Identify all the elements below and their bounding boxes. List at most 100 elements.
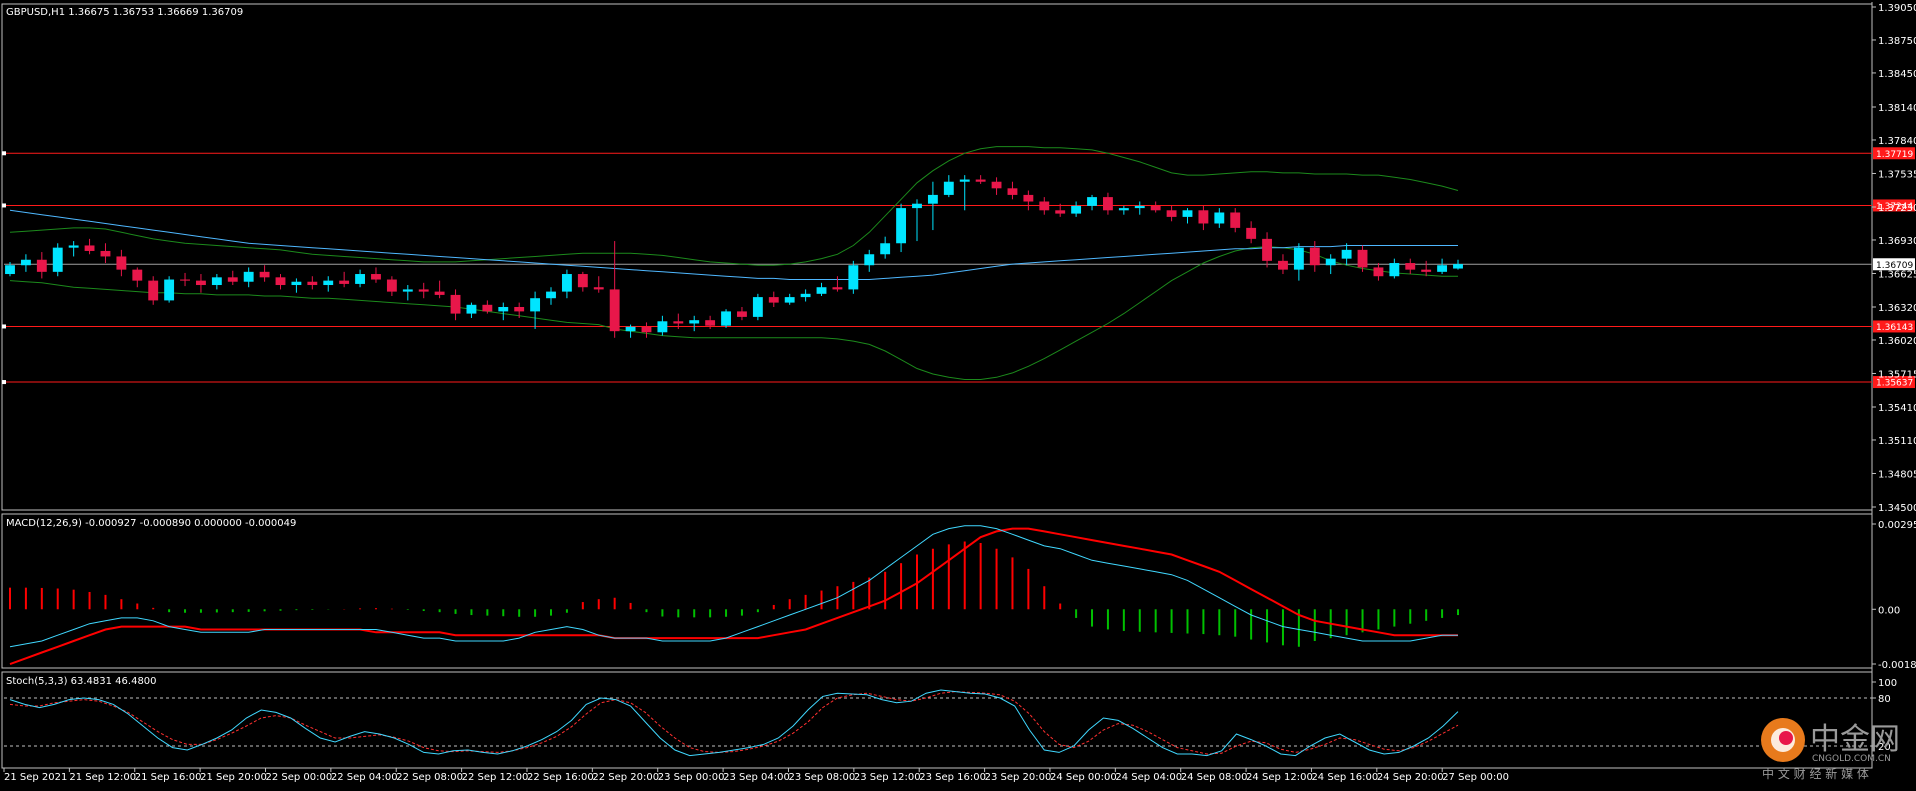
candle-body [116,256,127,270]
macd-lines [9,525,1458,666]
stochastic-axis: 100 80 20 [1872,678,1897,753]
candle-body [673,321,684,324]
bollinger-lower-line [9,246,1458,380]
candle-body [689,320,700,324]
time-tick-label: 23 Sep 08:00 [788,772,855,783]
candle-body [705,320,716,326]
candle-body [561,274,572,292]
level-anchor [2,380,6,385]
time-tick-label: 22 Sep 00:00 [265,772,332,783]
price-tick-label: 1.37535 [1878,169,1916,180]
level-tag-box [1873,320,1915,333]
candle-body [1325,258,1336,266]
level-tag-label: 1.37244 [1876,202,1913,212]
candle-body [1214,212,1225,224]
stochastic-tick-label: 100 [1878,678,1897,689]
horizontal-levels[interactable]: 1.37719 1.37244 1.36143 1.35637 1.36709 [2,147,1915,389]
candle-body [1087,197,1097,206]
stochastic-panel[interactable]: 100 80 20 Stoch(5,3,3) 63.4831 46.4800 [4,676,1897,757]
macd-header: MACD(12,26,9) -0.000927 -0.000890 0.0000… [6,518,296,529]
time-tick-label: 24 Sep 00:00 [1050,772,1117,783]
bollinger-upper-line [9,146,1459,266]
price-tick-label: 1.34805 [1878,469,1916,480]
candle-body [1373,267,1384,277]
level-tag-label: 1.35637 [1876,379,1913,389]
candle-body [466,304,477,314]
level-tag-box [1873,199,1915,212]
candle-body [5,265,15,275]
candle-body [768,297,779,303]
candlesticks[interactable] [5,175,1463,338]
level-tag-box [1873,147,1915,160]
panel-frames [1,2,1873,769]
candle-body [1262,238,1272,261]
candle-body [625,326,636,332]
candle-body [482,304,493,312]
candle-body [1182,210,1193,217]
candle-body [1055,210,1066,214]
price-tick-label: 1.39050 [1878,3,1916,14]
candle-body [1230,212,1241,228]
candle-body [68,245,79,248]
time-tick-label: 23 Sep 04:00 [723,772,790,783]
price-tick-label: 1.37230 [1878,203,1916,214]
price-tick-label: 1.36020 [1878,336,1916,347]
candle-body [1341,249,1352,259]
candle-body [339,280,350,284]
time-tick-label: 22 Sep 20:00 [592,772,659,783]
stochastic-tick-label: 20 [1878,742,1891,753]
moving-average-line [9,209,1458,280]
candle-body [546,291,556,299]
candle-body [1118,208,1129,211]
candle-body [737,311,747,317]
time-tick-label: 21 Sep 12:00 [69,772,136,783]
time-tick-label: 22 Sep 08:00 [396,772,463,783]
macd-tick-label: -0.001898 [1878,660,1916,671]
candle-body [164,279,175,301]
candle-body [609,289,620,332]
time-tick-label: 22 Sep 12:00 [462,772,529,783]
candle-body [577,274,588,288]
time-tick-label: 22 Sep 04:00 [331,772,398,783]
price-tick-label: 1.36930 [1878,236,1916,247]
price-tick-label: 1.36625 [1878,269,1916,280]
brand-domain: CNGOLD.COM.CN [1812,754,1891,764]
candle-body [1166,210,1177,217]
macd-histogram [9,541,1459,647]
candle-body [593,287,604,290]
candle-body [1357,249,1368,268]
candle-body [498,307,509,312]
candle-body [927,194,938,204]
candle-body [36,259,47,272]
time-tick-label: 21 Sep 16:00 [135,772,202,783]
macd-panel[interactable]: 0.002958 0.00 -0.001898 MACD(12,26,9) -0.0… [6,518,1916,671]
time-tick-label: 22 Sep 16:00 [527,772,594,783]
candle-body [386,279,397,292]
level-anchor [2,203,6,208]
candle-body [148,280,159,301]
candle-body [896,208,907,244]
candle-body [1421,269,1432,272]
time-tick-label: 24 Sep 16:00 [1311,772,1378,783]
bollinger-bands [9,146,1459,380]
candle-body [1309,247,1320,266]
price-tick-label: 1.35410 [1878,403,1916,414]
candle-body [434,291,445,295]
candle-body [180,279,190,281]
candle-body [959,179,970,182]
price-panel[interactable]: 1.37719 1.37244 1.36143 1.35637 1.36709 1.39… [2,3,1916,514]
candle-body [132,269,143,281]
time-tick-label: 27 Sep 00:00 [1442,772,1509,783]
candle-body [1453,264,1463,269]
symbol-header: GBPUSD,H1 1.36675 1.36753 1.36669 1.3670… [6,7,243,18]
candle-body [227,277,238,282]
candle-body [243,271,254,282]
candle-body [1007,188,1018,195]
candle-body [1071,205,1082,214]
level-tag-label: 1.36143 [1876,323,1913,333]
candle-body [1039,201,1050,211]
candle-body [211,277,222,286]
candle-body [371,274,381,280]
candle-body [912,203,922,209]
